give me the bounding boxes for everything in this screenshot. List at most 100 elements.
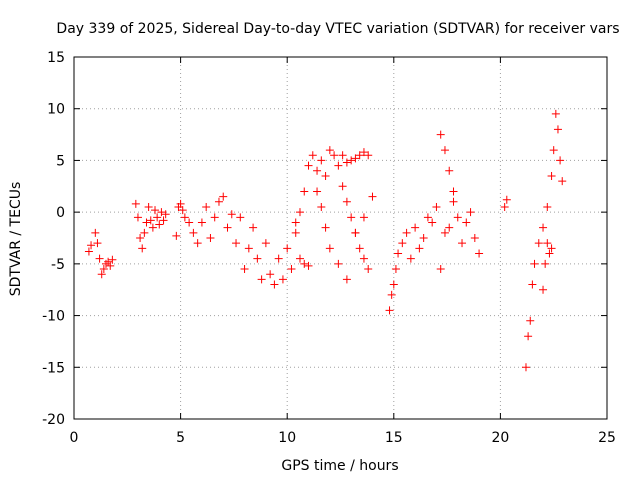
data-point (415, 244, 424, 253)
data-point (193, 239, 202, 248)
data-point (291, 228, 300, 237)
data-point (146, 216, 155, 225)
data-point (334, 259, 343, 268)
data-point (347, 156, 356, 165)
data-point (249, 223, 258, 232)
data-point (210, 213, 219, 222)
data-point (278, 275, 287, 284)
data-point (551, 109, 560, 118)
x-tick-label: 15 (385, 430, 403, 446)
data-point (308, 151, 317, 160)
data-point (534, 239, 543, 248)
data-point (108, 255, 117, 264)
data-point (313, 166, 322, 175)
data-point (157, 208, 166, 217)
data-point (391, 265, 400, 274)
data-point (295, 254, 304, 263)
data-point (291, 218, 300, 227)
data-point (364, 265, 373, 274)
data-point (338, 151, 347, 160)
data-point (470, 234, 479, 242)
y-tick-label: -20 (42, 412, 65, 428)
data-point (428, 218, 437, 227)
y-tick-label: -5 (51, 257, 65, 273)
data-point (97, 270, 106, 279)
data-point (440, 146, 449, 155)
data-point (317, 156, 326, 165)
data-point (526, 316, 535, 325)
data-point (547, 244, 556, 253)
data-point (387, 290, 396, 299)
data-point (295, 208, 304, 217)
x-tick-label: 25 (598, 430, 616, 446)
data-point (133, 213, 142, 222)
data-point (466, 208, 475, 217)
y-tick-label: 15 (47, 50, 65, 66)
data-point (359, 254, 368, 263)
data-point (142, 218, 151, 227)
data-point (334, 161, 343, 170)
y-tick-label: -10 (42, 309, 65, 325)
data-point (556, 156, 565, 165)
data-point (274, 254, 283, 263)
data-point (543, 239, 552, 248)
data-point (131, 199, 140, 208)
data-point (398, 239, 407, 248)
data-point (84, 247, 93, 256)
data-point (270, 280, 279, 289)
data-point (411, 223, 420, 232)
data-point (342, 197, 351, 206)
data-point (202, 202, 211, 211)
data-point (462, 218, 471, 227)
data-point (300, 187, 309, 196)
data-point (355, 244, 364, 253)
data-point (155, 220, 164, 229)
x-tick-label: 0 (70, 430, 79, 446)
y-tick-label: 0 (56, 205, 65, 221)
data-point (347, 213, 356, 222)
data-point (385, 306, 394, 315)
data-point (406, 254, 415, 263)
data-point (530, 259, 539, 268)
data-point (325, 146, 334, 155)
data-point (232, 239, 241, 248)
data-point (106, 261, 115, 270)
data-point (521, 363, 530, 372)
data-point (140, 228, 149, 237)
data-point (185, 218, 194, 227)
data-point (359, 148, 368, 157)
data-point (219, 192, 228, 201)
data-point (287, 265, 296, 274)
data-point (189, 228, 198, 237)
data-point (304, 161, 313, 170)
data-point (342, 275, 351, 284)
data-point (449, 197, 458, 206)
data-point (432, 202, 441, 211)
data-point (342, 158, 351, 167)
data-point (423, 213, 432, 222)
data-point (153, 213, 162, 222)
data-point (176, 199, 185, 208)
data-point (359, 213, 368, 222)
data-point (500, 202, 509, 211)
data-point (136, 234, 145, 242)
data-point (419, 234, 428, 242)
data-point (539, 285, 548, 294)
data-point (283, 244, 292, 253)
x-axis-label: GPS time / hours (281, 458, 398, 474)
data-point (545, 249, 554, 258)
data-point (351, 228, 360, 237)
data-point (253, 254, 262, 263)
data-point (453, 213, 462, 222)
data-point (321, 223, 330, 232)
data-point (445, 223, 454, 232)
data-point (325, 244, 334, 253)
data-point (180, 213, 189, 222)
data-point (389, 280, 398, 289)
data-point (313, 187, 322, 196)
data-point (240, 265, 249, 274)
x-tick-label: 5 (176, 430, 185, 446)
data-point (304, 261, 313, 270)
